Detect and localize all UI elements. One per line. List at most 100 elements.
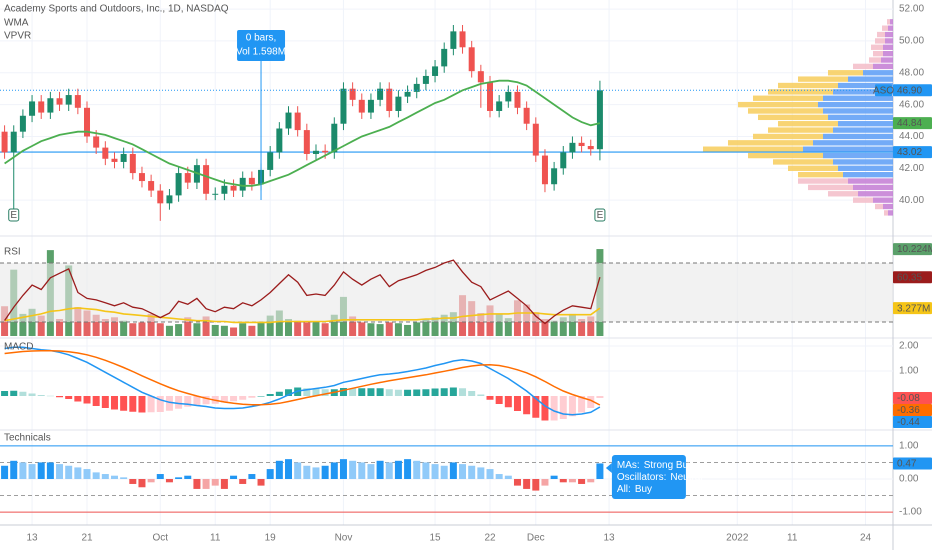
- volume-bar: [587, 316, 595, 336]
- y-tick-label: 48.00: [899, 67, 924, 78]
- technicals-bar: [239, 478, 247, 484]
- profile-up: [848, 178, 893, 184]
- y-tick-label: 0.00: [899, 474, 919, 485]
- macd-histogram-bar: [110, 396, 118, 410]
- technicals-bar: [422, 462, 430, 479]
- macd-histogram-bar: [568, 396, 576, 417]
- volume-bar: [504, 318, 512, 336]
- macd-histogram-bar: [19, 391, 27, 396]
- profile-down: [875, 203, 883, 210]
- candle-body: [569, 142, 576, 153]
- price-tag-bg: [893, 84, 932, 97]
- macd-histogram-bar: [376, 388, 384, 396]
- candle-body: [422, 75, 429, 84]
- technicals-bar: [523, 478, 531, 489]
- candle-body: [84, 107, 91, 137]
- y-tick-label: 44.00: [899, 131, 924, 142]
- profile-down: [738, 101, 818, 108]
- volume-bar: [349, 316, 357, 336]
- profile-up: [813, 140, 893, 146]
- candle-body: [395, 96, 402, 111]
- rsi-band: [0, 263, 893, 322]
- series-line: [4, 79, 601, 187]
- macd-histogram-bar: [449, 387, 457, 396]
- volume-bar: [367, 323, 375, 336]
- candle-body: [578, 142, 585, 147]
- profile-up: [833, 89, 893, 95]
- series-line: [4, 259, 601, 325]
- technicals-bar: [468, 465, 476, 479]
- candle-body: [10, 131, 17, 153]
- macd-histogram-bar: [587, 396, 595, 408]
- volume-bar: [559, 317, 567, 336]
- technicals-bar: [230, 475, 238, 479]
- candle-body: [203, 165, 210, 194]
- candle-body: [322, 150, 329, 153]
- candle-body: [267, 152, 274, 170]
- level-tag-bg: [893, 146, 932, 159]
- y-tick-label: 42.00: [899, 163, 924, 174]
- technicals-bar: [156, 474, 164, 479]
- volume-bar: [303, 322, 311, 336]
- profile-up: [873, 63, 893, 70]
- technicals-bar: [211, 478, 219, 486]
- profile-up: [888, 25, 893, 31]
- technicals-bar: [165, 478, 173, 483]
- macd-histogram-bar: [83, 396, 91, 404]
- technicals-bar: [559, 478, 567, 483]
- summary-key: All:: [617, 484, 631, 495]
- candle-body: [551, 168, 558, 185]
- macd-histogram-bar: [202, 396, 210, 405]
- candle-body: [47, 98, 54, 113]
- y-tick-label: -1.00: [899, 507, 922, 518]
- candle-body: [450, 31, 457, 49]
- macd-histogram-bar: [74, 396, 82, 402]
- technicals-bar: [46, 462, 54, 479]
- volume-bar: [275, 310, 283, 336]
- macd-histogram-bar: [56, 396, 64, 398]
- macd-histogram-bar: [101, 396, 109, 408]
- y-tick-label: 2.00: [899, 341, 919, 352]
- macd-histogram-bar: [394, 389, 402, 396]
- technicals-bar: [10, 460, 18, 479]
- y-tick-label: 50.00: [899, 36, 924, 47]
- macd-histogram-bar: [559, 396, 567, 419]
- candle-body: [532, 123, 539, 156]
- profile-down: [798, 178, 848, 184]
- volume-bar: [330, 314, 338, 336]
- technicals-bar: [541, 478, 549, 486]
- y-tick-label: 52.00: [899, 4, 924, 15]
- summary-box: [611, 455, 686, 499]
- candle-body: [312, 150, 319, 154]
- candle-body: [230, 185, 237, 191]
- macd-histogram-bar: [138, 396, 146, 413]
- x-tick-label: Nov: [335, 533, 353, 544]
- technicals-bar: [92, 472, 100, 479]
- profile-up: [838, 121, 893, 127]
- profile-down: [703, 146, 803, 152]
- macd-histogram-bar: [257, 396, 265, 397]
- technicals-bar: [56, 464, 64, 479]
- macd-histogram-bar: [184, 396, 192, 407]
- profile-down: [882, 25, 888, 31]
- price-tag: 46.90: [897, 85, 922, 96]
- candle-body: [65, 95, 72, 105]
- volume-bar: [385, 322, 393, 336]
- pane-title: Technicals: [4, 433, 51, 444]
- candle-body: [294, 112, 301, 131]
- candle-body: [560, 152, 567, 169]
- candle-body: [441, 48, 448, 67]
- profile-down: [798, 76, 848, 82]
- candle-body: [276, 128, 283, 153]
- summary-key: Oscillators:: [617, 472, 666, 483]
- macd-histogram-bar: [339, 388, 347, 396]
- rsi-tag-bg: [893, 271, 932, 284]
- summary-value: Buy: [635, 484, 652, 495]
- volume-bar: [101, 318, 109, 336]
- technicals-bar: [358, 462, 366, 479]
- candle-body: [102, 147, 109, 159]
- technicals-bar: [449, 462, 457, 479]
- y-tick-label: 1.00: [899, 366, 919, 377]
- volume-bar: [156, 323, 164, 336]
- profile-down: [828, 70, 863, 76]
